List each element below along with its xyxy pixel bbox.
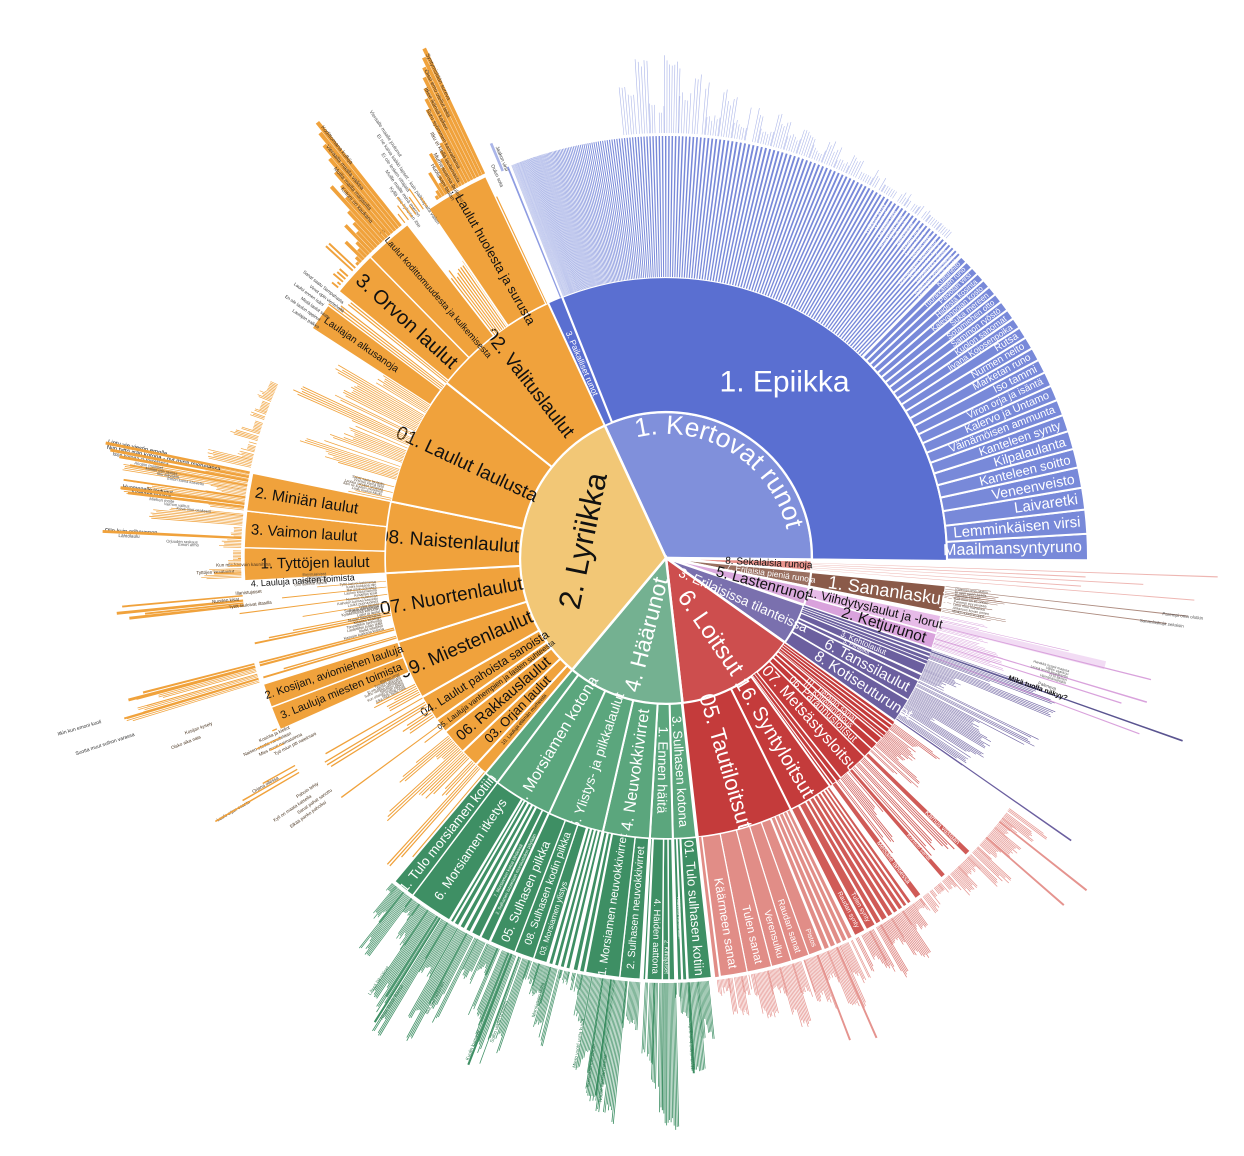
svg-text:Miehen moite: Miehen moite [149, 496, 175, 504]
svg-text:Illat istuin ikävässä: Illat istuin ikävässä [346, 585, 376, 592]
svg-text:1. Tyttöjen laulut: 1. Tyttöjen laulut [260, 554, 370, 573]
svg-text:Tyttöjen kesälaulut: Tyttöjen kesälaulut [196, 569, 235, 575]
svg-text:Illoilla istuttihin: Illoilla istuttihin [359, 624, 384, 634]
svg-text:Ei oppi ojaan kaada: Ei oppi ojaan kaada [955, 590, 987, 598]
svg-text:Parempi oma olutkin: Parempi oma olutkin [955, 587, 988, 594]
svg-text:Tytöt lauloivat iltasilla: Tytöt lauloivat iltasilla [228, 600, 272, 610]
svg-text:Tanssittihin tanhuvilla: Tanssittihin tanhuvilla [346, 618, 383, 630]
svg-text:Hämähämähäkki: Hämähämähäkki [1040, 673, 1067, 685]
svg-text:Lähtölaulu: Lähtölaulu [118, 533, 140, 539]
svg-text:Leikit ja laulut: Leikit ja laulut [357, 609, 381, 617]
svg-text:Kyläkeinussa keinuttiin: Kyläkeinussa keinuttiin [341, 607, 380, 618]
svg-text:Parempi oma olutkin: Parempi oma olutkin [1162, 611, 1204, 621]
svg-text:Häävirttä vanutetaan: Häävirttä vanutetaan [676, 897, 683, 939]
svg-text:Nouse morsian unesta: Nouse morsian unesta [598, 1054, 610, 1103]
svg-text:Emon armo: Emon armo [178, 542, 200, 548]
svg-text:1. Ennen häitä: 1. Ennen häitä [654, 726, 670, 814]
svg-text:Tyttö kasvoi kotonansa: Tyttö kasvoi kotonansa [339, 580, 376, 587]
svg-text:Nuoret illanvietossa: Nuoret illanvietossa [348, 612, 382, 623]
svg-text:Itku ikävästä: Itku ikävästä [157, 471, 181, 480]
svg-text:Virsissä vanha tieto: Virsissä vanha tieto [353, 478, 384, 489]
svg-text:Ahkeruus kovan onnen: Ahkeruus kovan onnen [952, 606, 989, 616]
svg-text:2. Kihlajaiset: 2. Kihlajaiset [663, 940, 669, 974]
svg-text:Hyvästijättö kotiväelle: Hyvästijättö kotiväelle [688, 1023, 697, 1070]
svg-text:Emon luona kasvettu: Emon luona kasvettu [167, 476, 205, 487]
svg-text:Kultaistani kaipaan: Kultaistani kaipaan [349, 605, 379, 614]
svg-text:3. Sulhasen kotona: 3. Sulhasen kotona [669, 715, 691, 828]
svg-text:Orjuuden raskaus: Orjuuden raskaus [166, 538, 198, 544]
svg-text:Lauloin leikkimielellä: Lauloin leikkimielellä [344, 588, 377, 596]
svg-text:Vaimon valitus: Vaimon valitus [164, 501, 190, 509]
svg-text:Kun mie kasvoin kaunihina: Kun mie kasvoin kaunihina [216, 562, 271, 568]
svg-text:Illanistujaiset: Illanistujaiset [235, 589, 262, 596]
svg-text:Anopin moitteet: Anopin moitteet [134, 460, 164, 470]
svg-text:Tytön toiveet: Tytön toiveet [358, 602, 379, 609]
svg-text:Vares vaakkuu: Vares vaakkuu [1045, 666, 1069, 676]
svg-text:Nuorten kisat: Nuorten kisat [212, 597, 240, 605]
svg-text:Miehen virret: Miehen virret [379, 672, 400, 684]
svg-text:Kesäillan kisat: Kesäillan kisat [354, 591, 377, 598]
svg-text:8. Sekalaisia runoja: 8. Sekalaisia runoja [725, 556, 813, 572]
svg-text:Sananlaskuja sekaisin: Sananlaskuja sekaisin [1139, 618, 1184, 629]
svg-text:Maailmansyntyruno: Maailmansyntyruno [943, 539, 1082, 560]
svg-text:Kylän kesäkisat: Kylän kesäkisat [302, 578, 327, 584]
svg-text:Paleneva: Paleneva [1037, 681, 1057, 692]
svg-text:Tytöt lauloivat iltasilla: Tytöt lauloivat iltasilla [293, 581, 327, 587]
svg-text:Kotini kukkana olin: Kotini kukkana olin [346, 583, 376, 590]
svg-text:Minkä nuorena oppii: Minkä nuorena oppii [952, 609, 985, 619]
svg-text:1. Epiikka: 1. Epiikka [720, 366, 850, 399]
svg-text:Laulu kuuluu kauas: Laulu kuuluu kauas [351, 486, 382, 497]
svg-text:Illanistujaisissa: Illanistujaisissa [302, 572, 326, 577]
svg-text:Kisassa kesäisin: Kisassa kesäisin [353, 615, 381, 625]
svg-text:Keinulauluja: Keinulauluja [307, 575, 327, 580]
svg-text:Nuoruus muistoissa: Nuoruus muistoissa [346, 594, 378, 602]
svg-text:Oma maa mansikka: Oma maa mansikka [953, 603, 985, 612]
svg-text:Tii tii tiainen: Tii tii tiainen [1048, 673, 1067, 682]
svg-text:Sulhasta odotellessa: Sulhasta odotellessa [344, 604, 380, 614]
svg-text:Kaihoten kanssa kasvettu: Kaihoten kanssa kasvettu [337, 597, 378, 607]
svg-text:Sanasta sanaan: Sanasta sanaan [954, 593, 980, 600]
svg-text:4. Häiden aattona: 4. Häiden aattona [649, 899, 662, 975]
svg-text:Parempi pyy pivossa: Parempi pyy pivossa [953, 600, 986, 609]
svg-text:Miniän osa raskas: Miniän osa raskas [145, 466, 178, 476]
svg-text:Kell onni on se onnen: Kell onni on se onnen [954, 597, 989, 606]
svg-text:Kova onni osakseni: Kova onni osakseni [176, 505, 211, 514]
svg-text:Laulut nuoruudesta: Laulut nuoruudesta [347, 599, 378, 608]
